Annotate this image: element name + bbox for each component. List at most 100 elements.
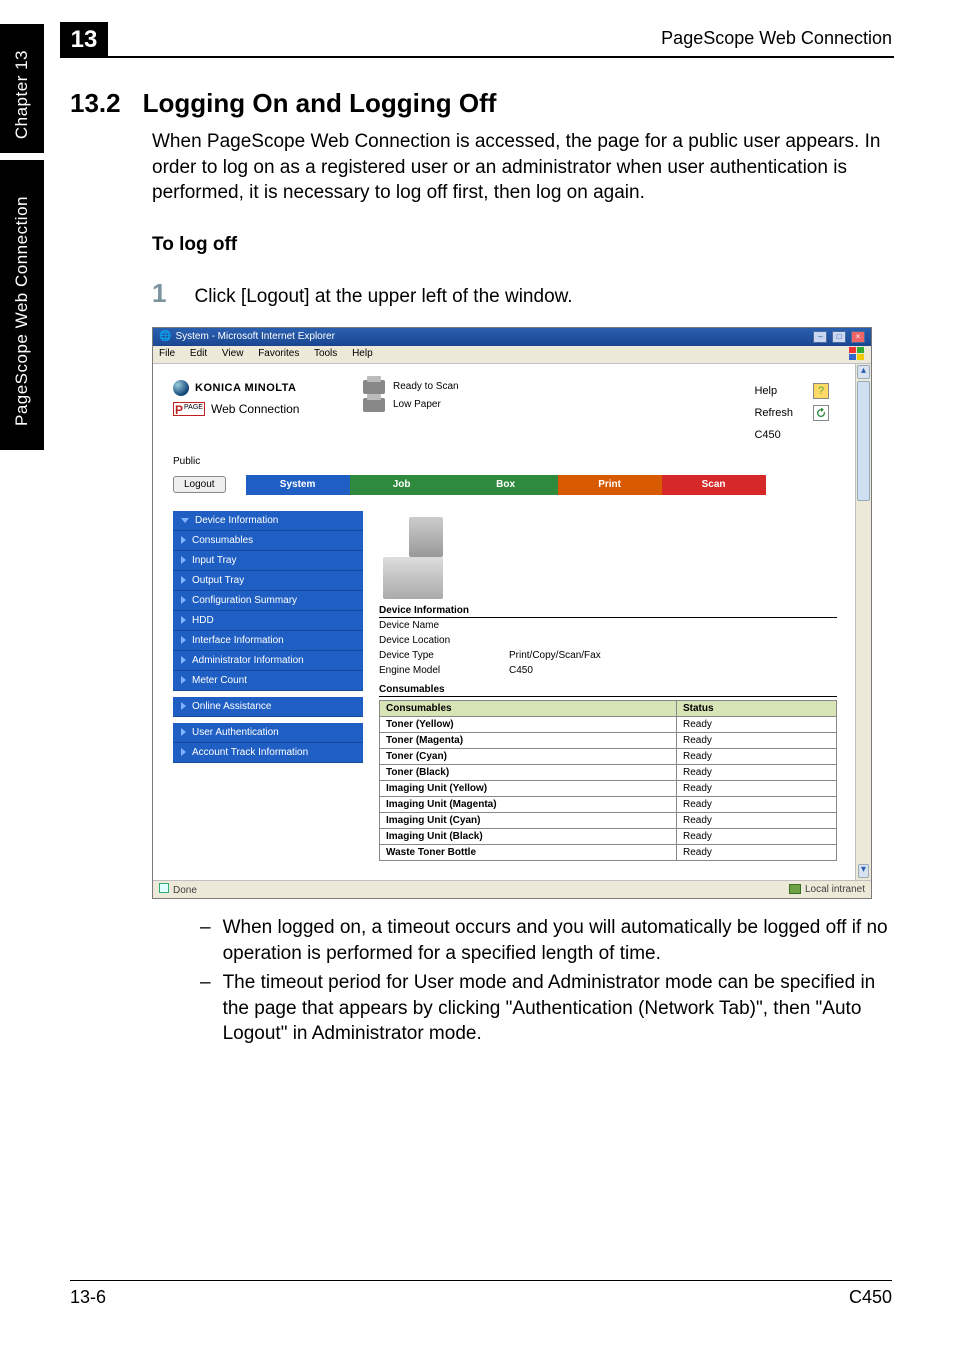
nav-item[interactable]: Administrator Information bbox=[173, 651, 363, 671]
cell-consumable: Imaging Unit (Cyan) bbox=[380, 812, 677, 828]
col-status: Status bbox=[677, 700, 837, 716]
nav-item-label: Consumables bbox=[192, 535, 253, 546]
pagescope-brand: PPAGE Web Connection bbox=[173, 402, 353, 416]
km-brand-text: KONICA MINOLTA bbox=[195, 382, 297, 394]
cell-status: Ready bbox=[677, 732, 837, 748]
content-area: 13.2 Logging On and Logging Off When Pag… bbox=[70, 88, 892, 1051]
step-text: Click [Logout] at the upper left of the … bbox=[194, 286, 572, 308]
maximize-icon[interactable]: □ bbox=[832, 331, 846, 343]
device-info-key: Device Location bbox=[379, 633, 509, 648]
table-row: Toner (Magenta)Ready bbox=[380, 732, 837, 748]
windows-flag-icon bbox=[849, 347, 865, 361]
menu-help[interactable]: Help bbox=[352, 348, 373, 359]
status-done: Done bbox=[159, 883, 197, 896]
bullet-dash: – bbox=[200, 970, 211, 1047]
device-info-value: Print/Copy/Scan/Fax bbox=[509, 648, 601, 663]
step-row: 1 Click [Logout] at the upper left of th… bbox=[152, 278, 892, 309]
chapter-side-tab: Chapter 13 bbox=[0, 24, 44, 153]
nav-item-label: Interface Information bbox=[192, 635, 284, 646]
nav-item-label: Input Tray bbox=[192, 555, 236, 566]
tab-scan[interactable]: Scan bbox=[662, 475, 766, 495]
refresh-row: Refresh bbox=[754, 402, 829, 424]
nav-item-label: Meter Count bbox=[192, 675, 247, 686]
tab-print[interactable]: Print bbox=[558, 475, 662, 495]
nav-item-label: User Authentication bbox=[192, 727, 279, 738]
help-link[interactable]: Help bbox=[754, 380, 777, 402]
bullet-text-2: The timeout period for User mode and Adm… bbox=[223, 970, 892, 1047]
status-zone: Local intranet bbox=[789, 884, 865, 895]
close-icon[interactable]: × bbox=[851, 331, 865, 343]
table-row: Imaging Unit (Magenta)Ready bbox=[380, 796, 837, 812]
section-heading-row: 13.2 Logging On and Logging Off bbox=[70, 88, 892, 119]
menu-view[interactable]: View bbox=[222, 348, 244, 359]
device-info-value: C450 bbox=[509, 663, 533, 678]
cell-status: Ready bbox=[677, 716, 837, 732]
menu-tools[interactable]: Tools bbox=[314, 348, 337, 359]
public-label: Public bbox=[173, 456, 851, 467]
section-number: 13.2 bbox=[70, 88, 121, 119]
nav-item[interactable]: Meter Count bbox=[173, 671, 363, 691]
help-icon[interactable]: ? bbox=[813, 383, 829, 399]
scroll-down-icon[interactable]: ▾ bbox=[858, 864, 869, 878]
right-pane: Device Information Device NameDevice Loc… bbox=[379, 511, 851, 861]
cell-consumable: Toner (Magenta) bbox=[380, 732, 677, 748]
window-menu-bar: File Edit View Favorites Tools Help bbox=[153, 346, 871, 364]
nav-item-label: Administrator Information bbox=[192, 655, 304, 666]
nav-item-label: Device Information bbox=[195, 515, 278, 526]
status-text-1: Ready to Scan bbox=[393, 381, 459, 392]
menu-file[interactable]: File bbox=[159, 348, 175, 359]
table-row: Toner (Cyan)Ready bbox=[380, 748, 837, 764]
nav-item[interactable]: Configuration Summary bbox=[173, 591, 363, 611]
bullet-item: –When logged on, a timeout occurs and yo… bbox=[200, 915, 892, 966]
minimize-icon[interactable]: – bbox=[813, 331, 827, 343]
tab-box[interactable]: Box bbox=[454, 475, 558, 495]
left-nav: Device Information Consumables Input Tray O… bbox=[173, 511, 363, 861]
triangle-right-icon bbox=[181, 676, 186, 684]
nav-item[interactable]: Device Information bbox=[173, 511, 363, 531]
printer-status-col: Ready to Scan Low Paper bbox=[363, 380, 459, 412]
nav-item[interactable]: Output Tray bbox=[173, 571, 363, 591]
triangle-down-icon bbox=[181, 518, 189, 523]
km-globe-icon bbox=[173, 380, 189, 396]
nav-item-label: Online Assistance bbox=[192, 701, 272, 712]
brand-row: KONICA MINOLTA PPAGE Web Connection Read… bbox=[173, 380, 851, 446]
nav-item[interactable]: HDD bbox=[173, 611, 363, 631]
tab-row: Logout System Job Box Print Scan bbox=[173, 475, 851, 495]
nav-item[interactable]: Interface Information bbox=[173, 631, 363, 651]
status-text-2: Low Paper bbox=[393, 399, 441, 410]
menu-edit[interactable]: Edit bbox=[190, 348, 207, 359]
status-zone-text: Local intranet bbox=[805, 884, 865, 895]
pagescope-text: Web Connection bbox=[211, 402, 300, 416]
device-info-row: Engine ModelC450 bbox=[379, 663, 837, 678]
cell-consumable: Imaging Unit (Magenta) bbox=[380, 796, 677, 812]
nav-item[interactable]: Input Tray bbox=[173, 551, 363, 571]
nav-item[interactable]: Account Track Information bbox=[173, 743, 363, 763]
main-row: Device Information Consumables Input Tray O… bbox=[153, 501, 871, 861]
section-side-tab: PageScope Web Connection bbox=[0, 160, 44, 450]
nav-item[interactable]: Consumables bbox=[173, 531, 363, 551]
nav-item[interactable]: Online Assistance bbox=[173, 697, 363, 717]
scroll-thumb[interactable] bbox=[857, 381, 870, 501]
triangle-right-icon bbox=[181, 748, 186, 756]
cell-consumable: Waste Toner Bottle bbox=[380, 844, 677, 860]
device-info-row: Device Name bbox=[379, 618, 837, 633]
cell-status: Ready bbox=[677, 844, 837, 860]
scrollbar[interactable]: ▴ ▾ bbox=[855, 364, 871, 880]
logout-button[interactable]: Logout bbox=[173, 476, 226, 493]
section-side-label: PageScope Web Connection bbox=[12, 186, 32, 436]
refresh-link[interactable]: Refresh bbox=[754, 402, 793, 424]
cell-status: Ready bbox=[677, 748, 837, 764]
refresh-icon[interactable] bbox=[813, 405, 829, 421]
tab-job[interactable]: Job bbox=[350, 475, 454, 495]
menu-favorites[interactable]: Favorites bbox=[258, 348, 299, 359]
pagescope-logo-icon: PPAGE bbox=[173, 402, 205, 416]
tab-system[interactable]: System bbox=[246, 475, 350, 495]
nav-item[interactable]: User Authentication bbox=[173, 723, 363, 743]
footer-left: 13-6 bbox=[70, 1287, 106, 1308]
header-title: PageScope Web Connection bbox=[661, 28, 892, 49]
bullet-item: –The timeout period for User mode and Ad… bbox=[200, 970, 892, 1047]
triangle-right-icon bbox=[181, 656, 186, 664]
scroll-up-icon[interactable]: ▴ bbox=[857, 365, 870, 379]
triangle-right-icon bbox=[181, 536, 186, 544]
device-info-row: Device TypePrint/Copy/Scan/Fax bbox=[379, 648, 837, 663]
